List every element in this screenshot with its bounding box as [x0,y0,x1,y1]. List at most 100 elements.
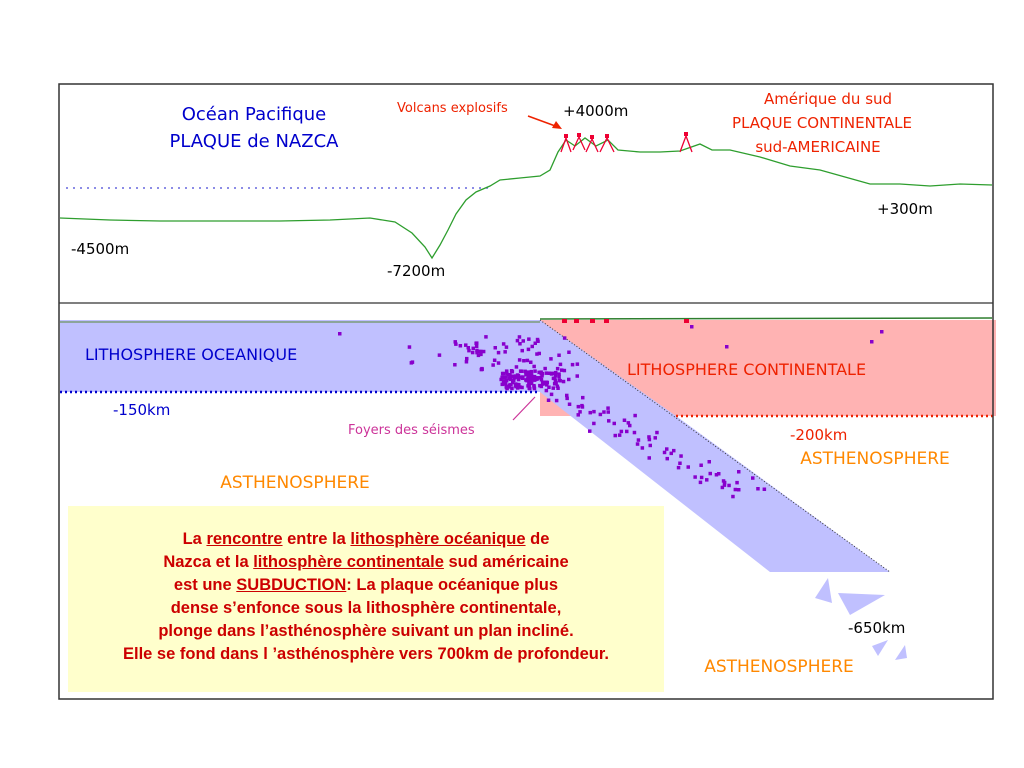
earthquake-focus-dot [511,380,515,385]
astheno-left-label: ASTHENOSPHERE [220,473,370,493]
earthquake-focus-dot [519,369,524,373]
earthquake-focus-dot [606,406,610,410]
earthquake-focus-dot [499,377,503,382]
earthquake-focus-dot [735,480,739,485]
earthquake-focus-dot [547,371,551,375]
earthquake-focus-dot [565,393,569,398]
volcano-top-dot [605,134,609,138]
earthquake-focus-dot [521,339,525,343]
earthquake-focus-dot [725,345,729,349]
earthquake-focus-dot [567,350,571,354]
info-line-5: plonge dans l’asthénosphère suivant un p… [158,622,574,640]
earthquake-focus-dot [505,371,509,376]
earthquake-focus-dot [517,335,522,339]
earthquake-focus-dot [648,443,652,448]
earthquake-focus-dot [470,350,475,355]
surface-volcano-dot [590,319,595,323]
earthquake-focus-dot [655,430,659,435]
earthquake-focus-dot [733,487,738,492]
volcans-arrow [527,115,559,128]
earthquake-focus-dot [525,377,530,381]
earthquake-focus-dot [535,352,539,356]
earthquake-focus-dot [551,386,555,390]
earthquake-focus-dot [454,342,458,346]
earthquake-focus-dot [588,410,592,415]
volcano-icon [679,134,693,153]
earthquake-focus-dot [510,386,514,391]
earthquake-focus-dot [516,377,521,382]
volcans-arrow-head [552,121,562,129]
melt-fragment [815,578,832,603]
earthquake-focus-dot [698,480,703,485]
astheno-right-label: ASTHENOSPHERE [800,449,950,469]
earthquake-focus-dot [501,342,506,346]
earthquake-focus-dot [635,442,640,446]
earthquake-focus-dot [551,376,556,381]
earthquake-focus-dot [527,382,531,386]
profile-panel: Océan Pacifique PLAQUE de NAZCA Volcans … [59,90,993,280]
earthquake-focus-dot [678,461,682,465]
earthquake-focus-dot [870,340,874,344]
earthquake-focus-dot [492,358,497,362]
earthquake-focus-dot [474,344,479,348]
depth-650-label: -650km [848,619,905,637]
earthquake-focus-dot [717,472,721,476]
earthquake-focus-dot [557,378,562,382]
earthquake-focus-dot [580,405,585,409]
earthquake-focus-dot [628,423,632,428]
earthquake-focus-dot [622,418,627,422]
earthquake-focus-dot [619,429,624,434]
earthquake-focus-dot [549,392,554,397]
earthquake-focus-dot [544,388,549,393]
info-text: entre la [282,530,351,548]
earthquake-focus-dot [592,409,596,414]
earthquake-focus-dot [500,371,505,376]
earthquake-focus-dot [479,352,483,357]
earthquake-focus-dot [617,433,622,437]
info-line-3: est une SUBDUCTION: La plaque océanique … [68,574,664,597]
earthquake-focus-dot [530,376,535,380]
earthquake-focus-dot [516,382,520,387]
info-line-1: La rencontre entre la lithosphère océani… [68,528,664,551]
earthquake-focus-dot [526,370,530,374]
earthquake-focus-dot [546,398,551,402]
earthquake-focus-dot [504,379,509,383]
earthquake-focus-dot [516,373,521,378]
earthquake-focus-dot [524,373,528,377]
earthquake-focus-dot [529,369,534,374]
earthquake-focus-dot [708,471,712,476]
earthquake-focus-dot [520,376,525,380]
earthquake-focus-dot [502,376,506,380]
earthquake-focus-dot [557,353,561,357]
earthquake-focus-dot [518,342,522,346]
earthquake-focus-dot [672,448,676,453]
depth-150-label: -150km [113,401,170,419]
earthquake-focus-dot [570,362,575,367]
earthquake-focus-dot [475,350,479,355]
info-text: est une [173,576,237,594]
earthquake-focus-dot [453,340,457,344]
earthquake-focus-dot [514,382,518,386]
earthquake-focus-dot [503,382,508,386]
earthquake-focus-dot [665,456,669,461]
earthquake-focus-dot [558,362,563,367]
outer-frame [58,83,994,700]
earthquake-focus-dot [525,358,530,363]
info-line-2: Nazca et la lithosphère continentale sud… [68,551,664,574]
earthquake-focus-dot [507,383,511,387]
earthquake-focus-dot [544,380,549,384]
earthquake-focus-dot [464,343,468,347]
info-line-6: Elle se fond dans l ’asthénosphère vers … [123,645,609,663]
earthquake-focus-dot [581,395,585,400]
earthquake-focus-dot [553,373,558,378]
earthquake-focus-dot [562,336,567,340]
earthquake-focus-dot [532,386,537,391]
earthquake-focus-dot [727,483,731,488]
earthquake-focus-dot [756,487,760,491]
earthquake-focus-dot [467,348,471,353]
earthquake-focus-dot [437,353,442,357]
earthquake-focus-dot [880,330,884,334]
earthquake-focus-dot [512,378,516,382]
earthquake-focus-dot [557,372,561,376]
earthquake-focus-dot [633,413,637,418]
